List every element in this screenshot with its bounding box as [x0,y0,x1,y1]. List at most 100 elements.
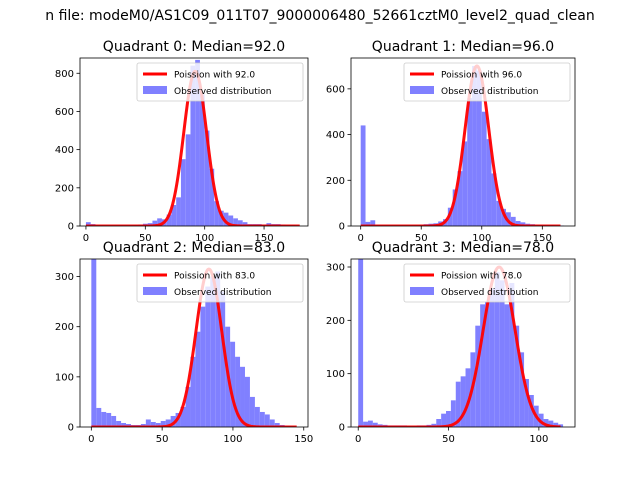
y-tick-label: 600 [326,84,345,95]
y-tick-label: 100 [326,369,345,380]
x-tick-label: 50 [442,434,455,445]
y-tick-label: 400 [326,130,345,141]
x-tick-label: 0 [83,233,89,244]
histogram-bar [465,368,471,427]
histogram-bar [96,407,102,427]
legend-box [136,263,304,303]
poisson-fit-line [358,265,561,427]
legend-observed-swatch [410,86,434,94]
histogram-bar [455,381,461,427]
histogram-bar [204,130,210,226]
axes-frame [79,57,309,227]
axes-frame [350,57,576,227]
histogram-bar [240,366,245,427]
histogram-bar [235,356,241,427]
histogram-bar [370,220,376,226]
subplot-quadrant-1: 0 50 100 150 0 200 400 600 Quadrant 1: Median=96… [326,39,576,244]
histogram-bar [101,411,107,427]
histogram-bar [452,189,458,226]
histogram-bar [218,210,224,226]
histogram-bar [264,414,270,427]
legend-fit-label: Poission with 83.0 [174,272,255,282]
histogram-bar [504,304,510,427]
subplot-quadrant-2: 0 50 100 150 0 100 200 300 Quadrant 2: Median=83… [55,240,313,445]
y-tick-label: 100 [55,372,74,383]
x-tick-label: 100 [472,233,491,244]
histogram-bar [543,419,549,427]
x-tick-label: 100 [529,434,548,445]
histogram-bar [155,422,161,427]
histogram-bar [185,386,191,427]
legend-observed-label: Observed distribution [441,87,538,97]
histogram-bar [480,304,486,427]
histogram-bar [481,111,487,226]
histogram-bar [476,70,482,226]
x-tick-label: 0 [355,434,361,445]
histogram-bar [180,406,186,427]
histogram-bar [431,423,437,427]
histogram-bar [205,286,211,427]
histogram-bar [472,66,477,226]
y-tick-label: 200 [326,176,345,187]
histogram-bar [558,424,564,427]
histogram-bar [166,214,172,226]
histogram-bar [230,341,236,427]
histogram-bar [249,396,255,427]
histogram-bar [200,306,206,427]
y-tick-label: 400 [55,145,74,156]
histogram-bar [447,207,453,226]
histogram-bar [509,283,515,427]
histogram-bar [457,171,463,226]
y-tick-label: 0 [339,222,345,233]
histogram-bar [254,406,260,427]
histogram-bar [152,220,158,226]
histogram-bar [446,411,451,427]
histogram-bar [126,423,131,427]
y-tick-label: 300 [55,272,74,283]
legend-fit-label: Poission with 78.0 [441,272,522,282]
histogram-bar [259,411,265,427]
histogram-bar [214,201,219,226]
histogram-bar [269,419,275,427]
x-tick-label: 0 [357,233,363,244]
x-tick-label: 150 [255,233,274,244]
x-tick-label: 0 [88,434,94,445]
histogram-bar [496,200,502,226]
histogram-bar [510,216,516,226]
histogram-bar [363,421,368,427]
histogram-bar [190,356,196,427]
histogram-bar [228,215,234,226]
histogram-bar [195,59,200,226]
histogram-bar [360,125,366,226]
subplot-title: Quadrant 3: Median=78.0 [372,240,554,256]
legend-fit-label: Poission with 96.0 [441,71,522,81]
legend-box [136,62,304,102]
histogram-bar [176,197,181,226]
histogram-bar [485,301,490,427]
y-tick-label: 200 [326,316,345,327]
histogram-bar [528,395,534,427]
histogram-bar [116,420,122,427]
histogram-bar [494,272,500,427]
histogram-bar [436,419,442,427]
x-tick-label: 50 [415,233,428,244]
y-tick-label: 200 [55,322,74,333]
axes-frame [79,258,309,428]
histogram-bar [233,218,238,226]
histogram-bar [199,94,205,226]
legend: Poission with 78.0 Observed distribution [403,263,571,303]
x-tick-label: 150 [294,434,313,445]
histogram-bar [223,212,229,226]
x-tick-label: 50 [156,434,169,445]
legend-observed-label: Observed distribution [174,87,271,97]
histogram-bars [358,259,564,427]
legend-observed-swatch [143,287,167,295]
histogram-bar [150,421,156,427]
subplot-grid: 0 50 100 150 0 200 400 600 800 Quadrant 0: Median… [55,39,576,445]
histogram-bar [514,325,520,427]
x-tick-label: 100 [223,434,242,445]
subplot-title: Quadrant 2: Median=83.0 [103,240,285,256]
histogram-bar [244,376,250,427]
histogram-bar [475,325,481,427]
histogram-bar [121,422,127,427]
